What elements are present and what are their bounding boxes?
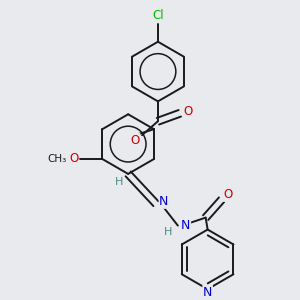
Text: CH₃: CH₃ [47,154,66,164]
Text: N: N [159,195,169,208]
Text: H: H [164,226,172,236]
Text: O: O [130,134,140,147]
Text: H: H [115,177,123,187]
Text: O: O [223,188,232,201]
Text: N: N [203,286,212,299]
Text: N: N [181,219,190,232]
Text: Cl: Cl [152,9,164,22]
Text: O: O [69,152,78,166]
Text: O: O [183,105,192,118]
